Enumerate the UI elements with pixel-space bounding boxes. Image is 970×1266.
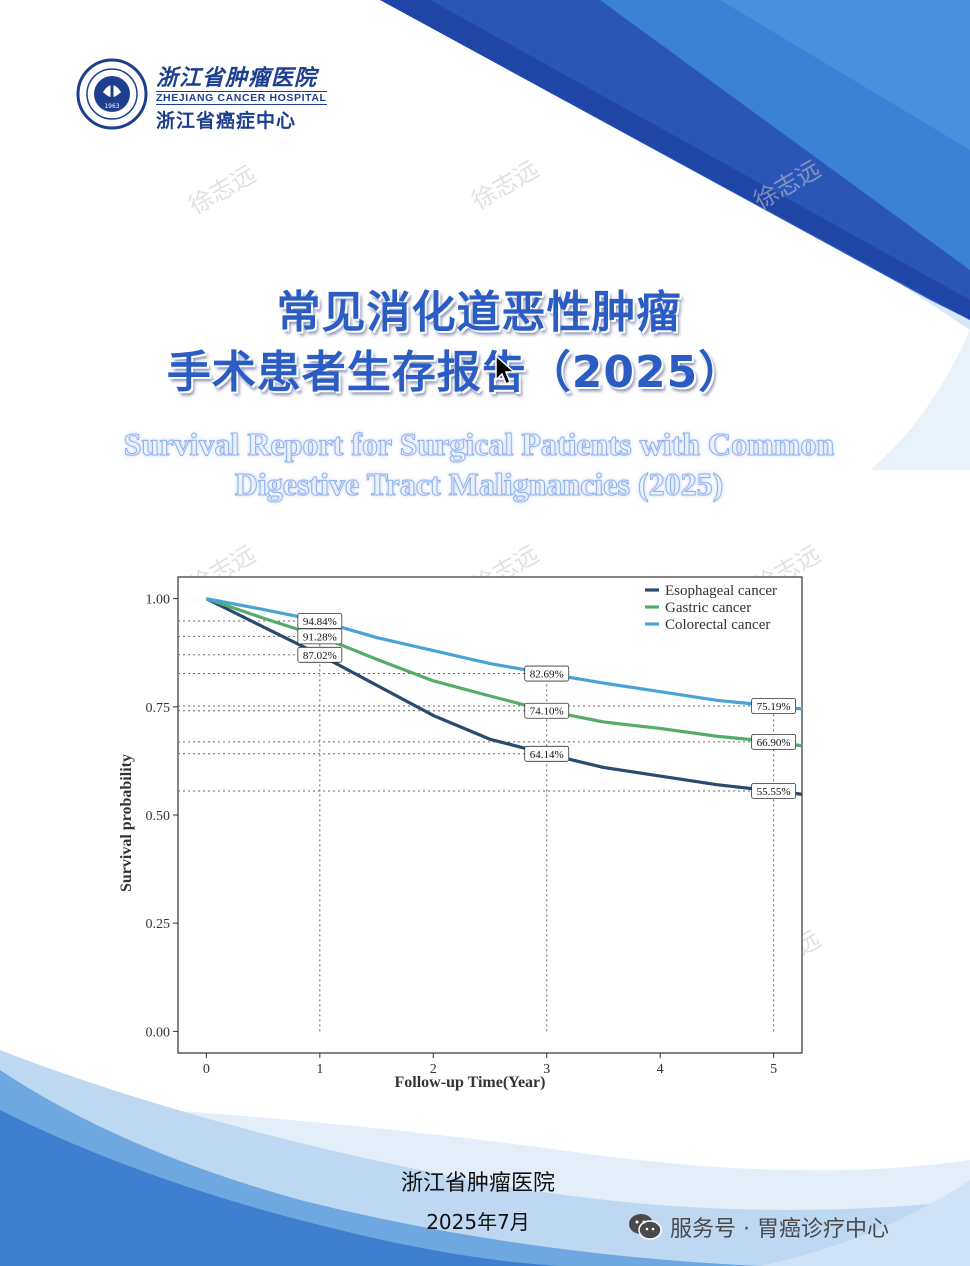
legend-entry: Gastric cancer bbox=[665, 600, 751, 616]
wechat-account-label: 服务号 · 胃癌诊疗中心 bbox=[670, 1217, 889, 1242]
plot-panel bbox=[177, 576, 803, 1054]
x-tick-label: 3 bbox=[543, 1062, 550, 1077]
annotation-box bbox=[297, 628, 343, 645]
x-tick-label: 4 bbox=[657, 1062, 664, 1077]
footer-date: 2025年7月 bbox=[426, 1210, 530, 1234]
center-name-cn: 浙江省癌症中心 bbox=[156, 110, 297, 132]
annotation-label: 75.19% bbox=[757, 701, 791, 713]
legend-entry: Esophageal cancer bbox=[665, 583, 777, 599]
annotation-box bbox=[751, 783, 797, 799]
survival-chart: 94.84% 91.28% 87.02% 82.69% 74.10% 64.14% 75.1… bbox=[118, 576, 803, 1091]
y-tick-label: 1.00 bbox=[146, 593, 171, 608]
svg-text:1963: 1963 bbox=[104, 103, 119, 110]
watermark-text: 徐志远 bbox=[467, 155, 543, 215]
mouse-cursor-icon bbox=[495, 354, 516, 386]
y-tick-label: 0.75 bbox=[146, 701, 171, 716]
annotation-label: 66.90% bbox=[757, 737, 791, 749]
report-title-en-line2: Digestive Tract Malignancies (2025) bbox=[234, 466, 724, 503]
hospital-logo: 1963 浙江省肿瘤医院 ZHEJIANG CANCER HOSPITAL 浙江… bbox=[76, 58, 327, 134]
annotation-label: 82.69% bbox=[530, 669, 564, 681]
y-tick-label: 0.50 bbox=[146, 809, 171, 824]
annotation-label: 91.28% bbox=[303, 631, 337, 643]
x-tick-label: 2 bbox=[430, 1062, 437, 1077]
report-title-line2: 手术患者生存报告（2025） bbox=[166, 347, 744, 398]
watermark-text: 徐志远 bbox=[184, 160, 260, 220]
x-tick-label: 1 bbox=[316, 1062, 323, 1077]
annotation-box bbox=[524, 745, 570, 762]
hospital-seal-icon: 1963 bbox=[76, 58, 148, 130]
x-tick-label: 5 bbox=[770, 1062, 777, 1077]
annotation-label: 87.02% bbox=[303, 650, 337, 662]
footer-organization: 浙江省肿瘤医院 bbox=[400, 1171, 555, 1196]
wechat-icon bbox=[629, 1214, 662, 1240]
x-tick-label: 0 bbox=[203, 1062, 210, 1077]
annotation-box bbox=[751, 733, 797, 750]
annotation-label: 74.10% bbox=[530, 706, 564, 718]
annotation-label: 94.84% bbox=[303, 616, 337, 628]
x-axis-label: Follow-up Time(Year) bbox=[395, 1074, 546, 1091]
annotation-box bbox=[751, 698, 797, 714]
y-axis-label: Survival probability bbox=[118, 754, 135, 892]
annotation-box bbox=[524, 665, 570, 682]
hospital-name-cn: 浙江省肿瘤医院 bbox=[156, 65, 318, 91]
annotation-box bbox=[297, 613, 343, 629]
y-tick-label: 0.00 bbox=[146, 1025, 171, 1040]
annotation-label: 64.14% bbox=[530, 749, 564, 761]
annotation-label: 55.55% bbox=[757, 786, 791, 798]
legend-entry: Colorectal cancer bbox=[665, 617, 770, 633]
annotation-box bbox=[297, 646, 343, 663]
wechat-account[interactable]: 服务号 · 胃癌诊疗中心 bbox=[628, 1210, 889, 1244]
hospital-name-en: ZHEJIANG CANCER HOSPITAL bbox=[156, 91, 327, 105]
y-tick-label: 0.25 bbox=[146, 917, 171, 932]
annotation-box bbox=[524, 702, 570, 719]
report-title-en-line1: Survival Report for Surgical Patients wi… bbox=[123, 426, 835, 463]
report-title-line1: 常见消化道恶性肿瘤 bbox=[276, 287, 682, 338]
